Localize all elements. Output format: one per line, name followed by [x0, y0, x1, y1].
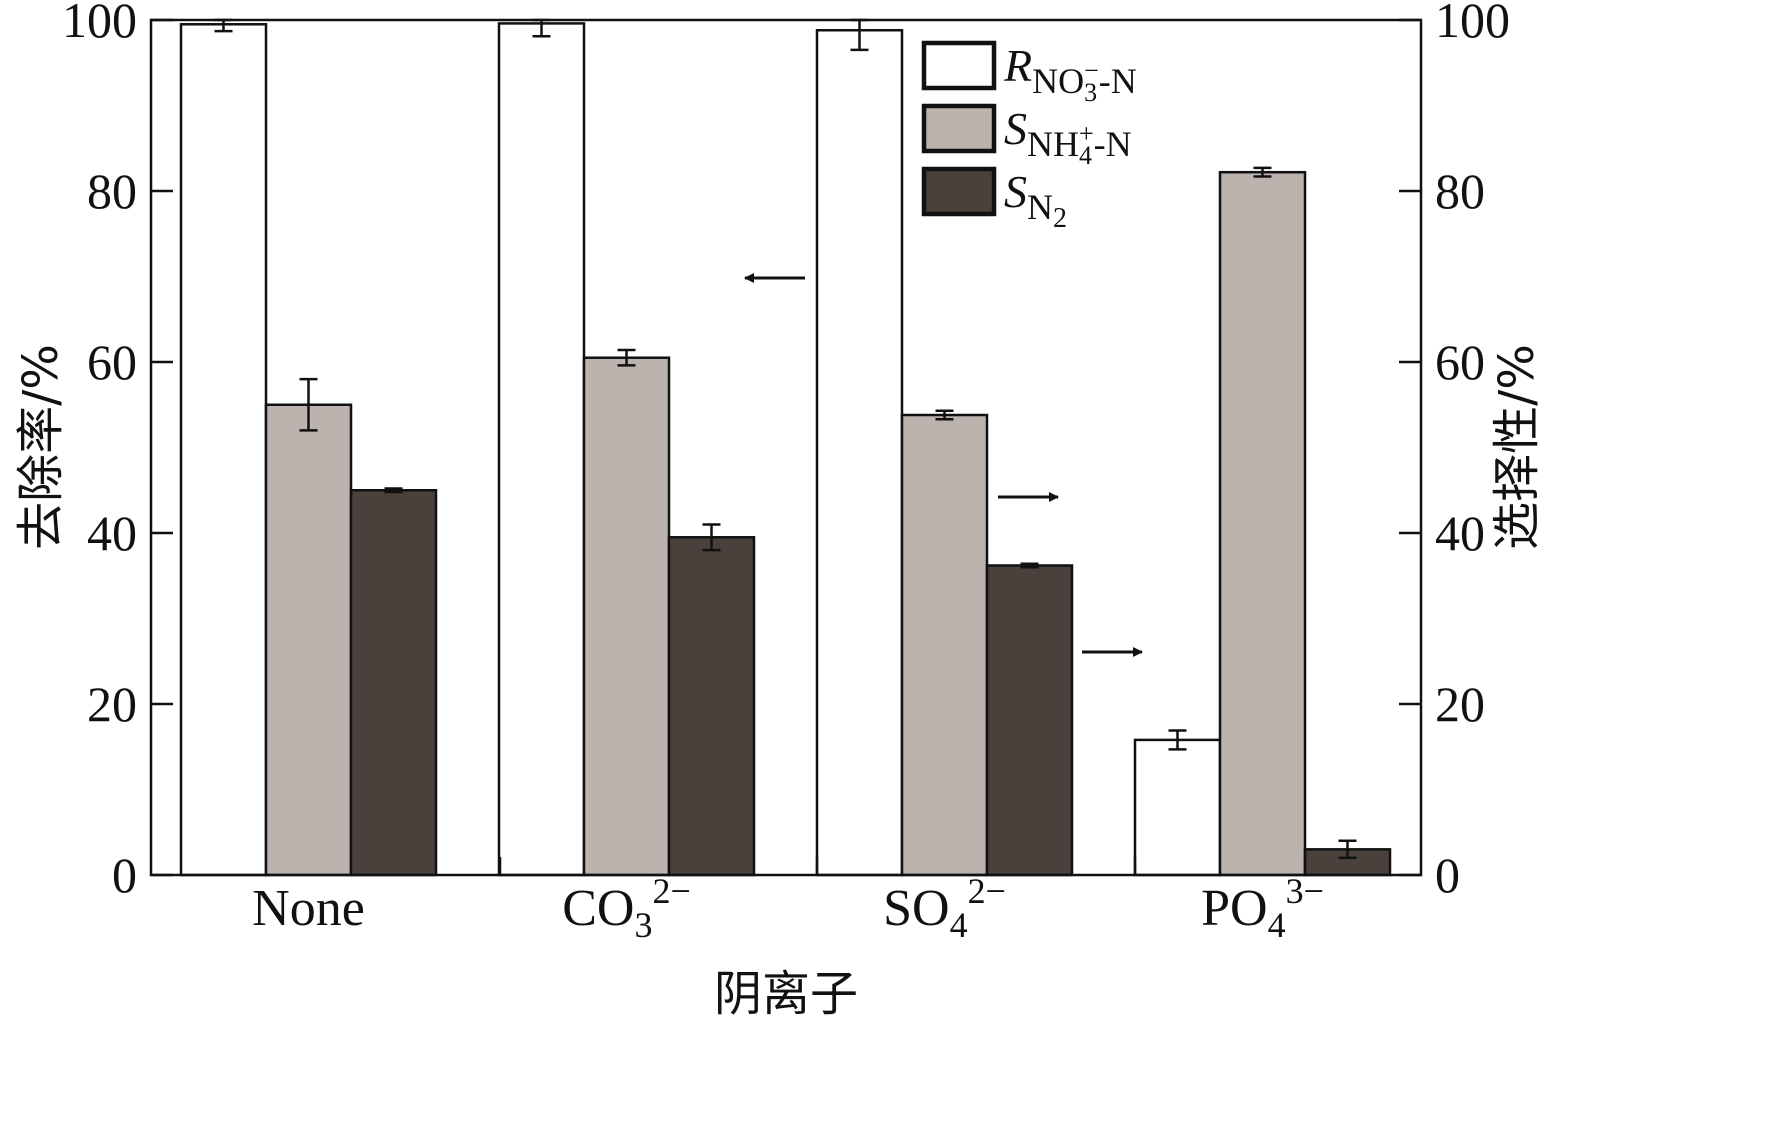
bar	[900, 413, 989, 877]
bar	[1133, 738, 1222, 877]
error-bar	[384, 487, 403, 494]
error-bar	[299, 377, 318, 432]
y-axis-left-title: 去除率/%	[13, 344, 69, 550]
y-right-tick-label: 20	[1435, 676, 1485, 732]
error-bar	[617, 348, 636, 367]
ticks-layer: 0 0 20 20 40 40 60 60 80 80 100 100	[62, 0, 1510, 903]
axis-arrows	[744, 273, 1143, 657]
bar	[179, 23, 268, 877]
errorbars-layer	[214, 18, 1357, 860]
bar	[497, 22, 586, 877]
plot-frame	[149, 18, 1423, 877]
bar	[1218, 170, 1307, 877]
y-left-tick-label: 20	[87, 676, 137, 732]
bar	[985, 564, 1074, 877]
y-right-tick-label: 60	[1435, 334, 1485, 390]
bar	[582, 356, 671, 877]
error-bar	[1338, 839, 1357, 860]
error-bar	[935, 409, 954, 421]
bar	[264, 403, 353, 877]
legend-swatch	[921, 103, 997, 154]
error-bar	[1020, 562, 1039, 569]
x-category-label: SO42−	[883, 871, 1006, 945]
y-right-tick-label: 100	[1435, 0, 1510, 48]
y-left-tick-label: 0	[112, 847, 137, 903]
bar	[815, 29, 904, 877]
y-right-tick-label: 0	[1435, 847, 1460, 903]
x-category-label: CO32−	[562, 871, 691, 945]
legend-swatch	[921, 166, 997, 217]
error-bar	[1253, 166, 1272, 178]
legend-swatch	[921, 40, 997, 91]
x-category-label: PO43−	[1201, 871, 1324, 945]
bar	[667, 536, 756, 877]
x-axis-title: 阴离子	[714, 966, 858, 1022]
bars-layer	[179, 22, 1392, 877]
legend-label: SN2	[1004, 166, 1067, 234]
legend-label: SNH4+-N	[1004, 103, 1132, 170]
y-axis-right-title: 选择性/%	[1489, 344, 1545, 550]
x-category-label: None	[252, 880, 365, 937]
x-category-labels: None CO32− SO42− PO43−	[252, 871, 1324, 945]
error-bar	[1168, 729, 1187, 751]
error-bar	[702, 523, 721, 552]
bar	[349, 489, 438, 877]
y-right-tick-label: 40	[1435, 505, 1485, 561]
y-right-tick-label: 80	[1435, 163, 1485, 219]
y-left-tick-label: 40	[87, 505, 137, 561]
y-left-tick-label: 80	[87, 163, 137, 219]
y-left-tick-label: 60	[87, 334, 137, 390]
legend-label: RNO3−-N	[1003, 40, 1137, 107]
y-left-tick-label: 100	[62, 0, 137, 48]
